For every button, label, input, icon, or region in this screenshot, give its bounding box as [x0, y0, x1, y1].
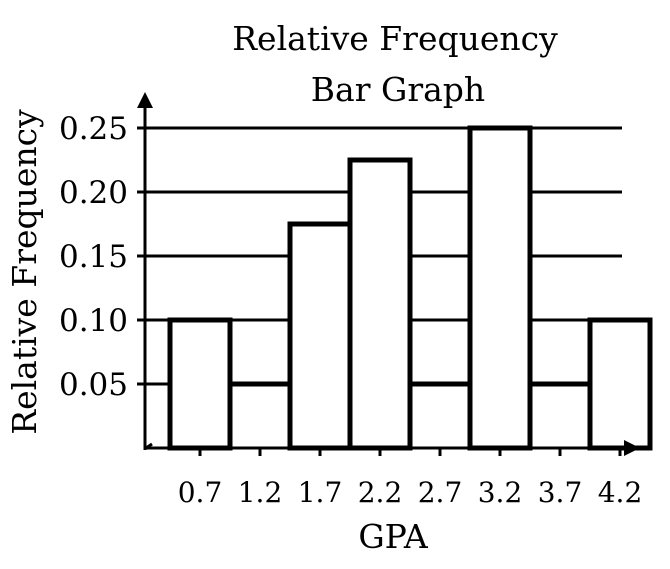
y-tick-label: 0.20: [59, 175, 128, 211]
axes: [137, 92, 640, 456]
x-tick-label: 4.2: [598, 476, 643, 509]
bar: [347, 157, 413, 451]
y-tick-label: 0.15: [59, 239, 128, 275]
bars: [167, 125, 653, 456]
x-tick-labels: 0.7 1.2 1.7 2.2 2.7 3.2 3.7 4.2: [178, 476, 643, 509]
bar: [167, 317, 233, 451]
x-tick-label: 1.7: [298, 476, 343, 509]
x-tick-label: 2.2: [358, 476, 403, 509]
x-tick-label: 2.7: [418, 476, 463, 509]
y-tick-label: 0.10: [59, 303, 128, 339]
bar: [587, 317, 653, 451]
y-tick-labels: 0.05 0.10 0.15 0.20 0.25: [59, 111, 128, 403]
y-axis-label: Relative Frequency: [5, 109, 44, 435]
chart-title-line-2: Bar Graph: [311, 70, 485, 109]
x-axis-label: GPA: [358, 517, 429, 556]
y-axis-arrow: [137, 92, 153, 108]
x-tick-label: 3.7: [538, 476, 583, 509]
x-tick-label: 3.2: [478, 476, 523, 509]
bar: [287, 221, 353, 451]
origin-tick: [145, 442, 153, 450]
bar: [467, 125, 533, 451]
chart-title-line-1: Relative Frequency: [232, 19, 558, 58]
x-tick-label: 1.2: [238, 476, 283, 509]
x-tick-label: 0.7: [178, 476, 223, 509]
y-tick-label: 0.05: [59, 367, 128, 403]
y-tick-label: 0.25: [59, 111, 128, 147]
x-axis-arrow: [624, 440, 640, 456]
